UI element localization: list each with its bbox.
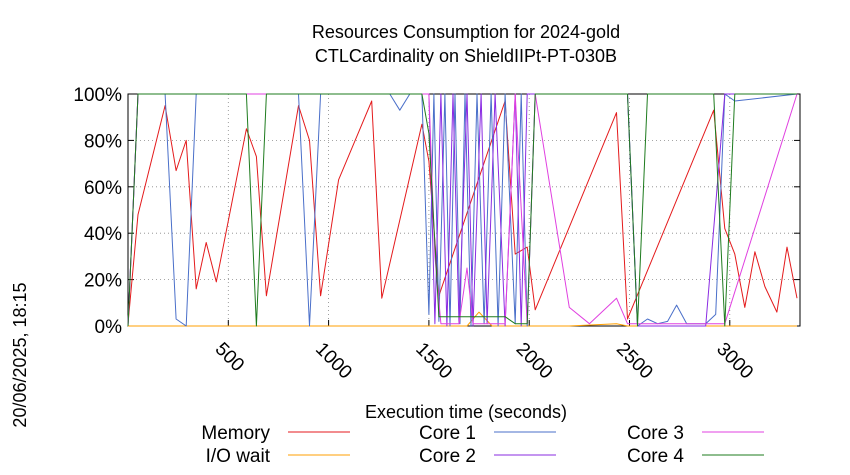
y-tick-label-2: 40% xyxy=(84,224,122,245)
grid-lines xyxy=(128,94,800,326)
series-line-core-2 xyxy=(127,93,797,327)
chart-title: Resources Consumption for 2024-gold xyxy=(312,22,620,42)
series-line-core-4 xyxy=(127,93,797,327)
legend-label-core-4: Core 4 xyxy=(627,446,684,467)
x-axis: 500 1000 1500 2000 2500 3000 xyxy=(211,320,757,383)
x-tick-label-0: 500 xyxy=(211,339,248,376)
series-lines xyxy=(127,93,798,327)
chart-subtitle: CTLCardinality on ShieldIIPt-PT-030B xyxy=(315,46,617,66)
y-tick-label-4: 80% xyxy=(84,131,122,152)
x-tick-label-4: 2500 xyxy=(612,339,657,384)
legend-label-core-3: Core 3 xyxy=(627,423,684,444)
y-tick-label-1: 20% xyxy=(84,271,122,292)
x-tick-label-3: 2000 xyxy=(512,339,557,384)
y-tick-label-3: 60% xyxy=(84,178,122,199)
legend-label-memory: Memory xyxy=(201,423,270,444)
x-tick-label-1: 1000 xyxy=(311,339,356,384)
series-line-core-1 xyxy=(127,93,798,327)
timestamp-label: 20/06/2025, 18:15 xyxy=(10,282,30,427)
y-axis: 0% 20% 40% 60% 80% 100% xyxy=(73,85,800,338)
series-line-memory xyxy=(127,100,798,324)
x-tick-label-5: 3000 xyxy=(712,339,757,384)
x-axis-label: Execution time (seconds) xyxy=(365,402,567,422)
y-tick-label-0: 0% xyxy=(95,317,123,338)
y-tick-label-5: 100% xyxy=(73,85,122,106)
series-line-core-3 xyxy=(127,93,798,327)
legend-label-i-o-wait: I/O wait xyxy=(206,446,271,467)
legend-label-core-2: Core 2 xyxy=(419,446,476,467)
legend-label-core-1: Core 1 xyxy=(419,423,476,444)
x-tick-label-2: 1500 xyxy=(411,339,456,384)
